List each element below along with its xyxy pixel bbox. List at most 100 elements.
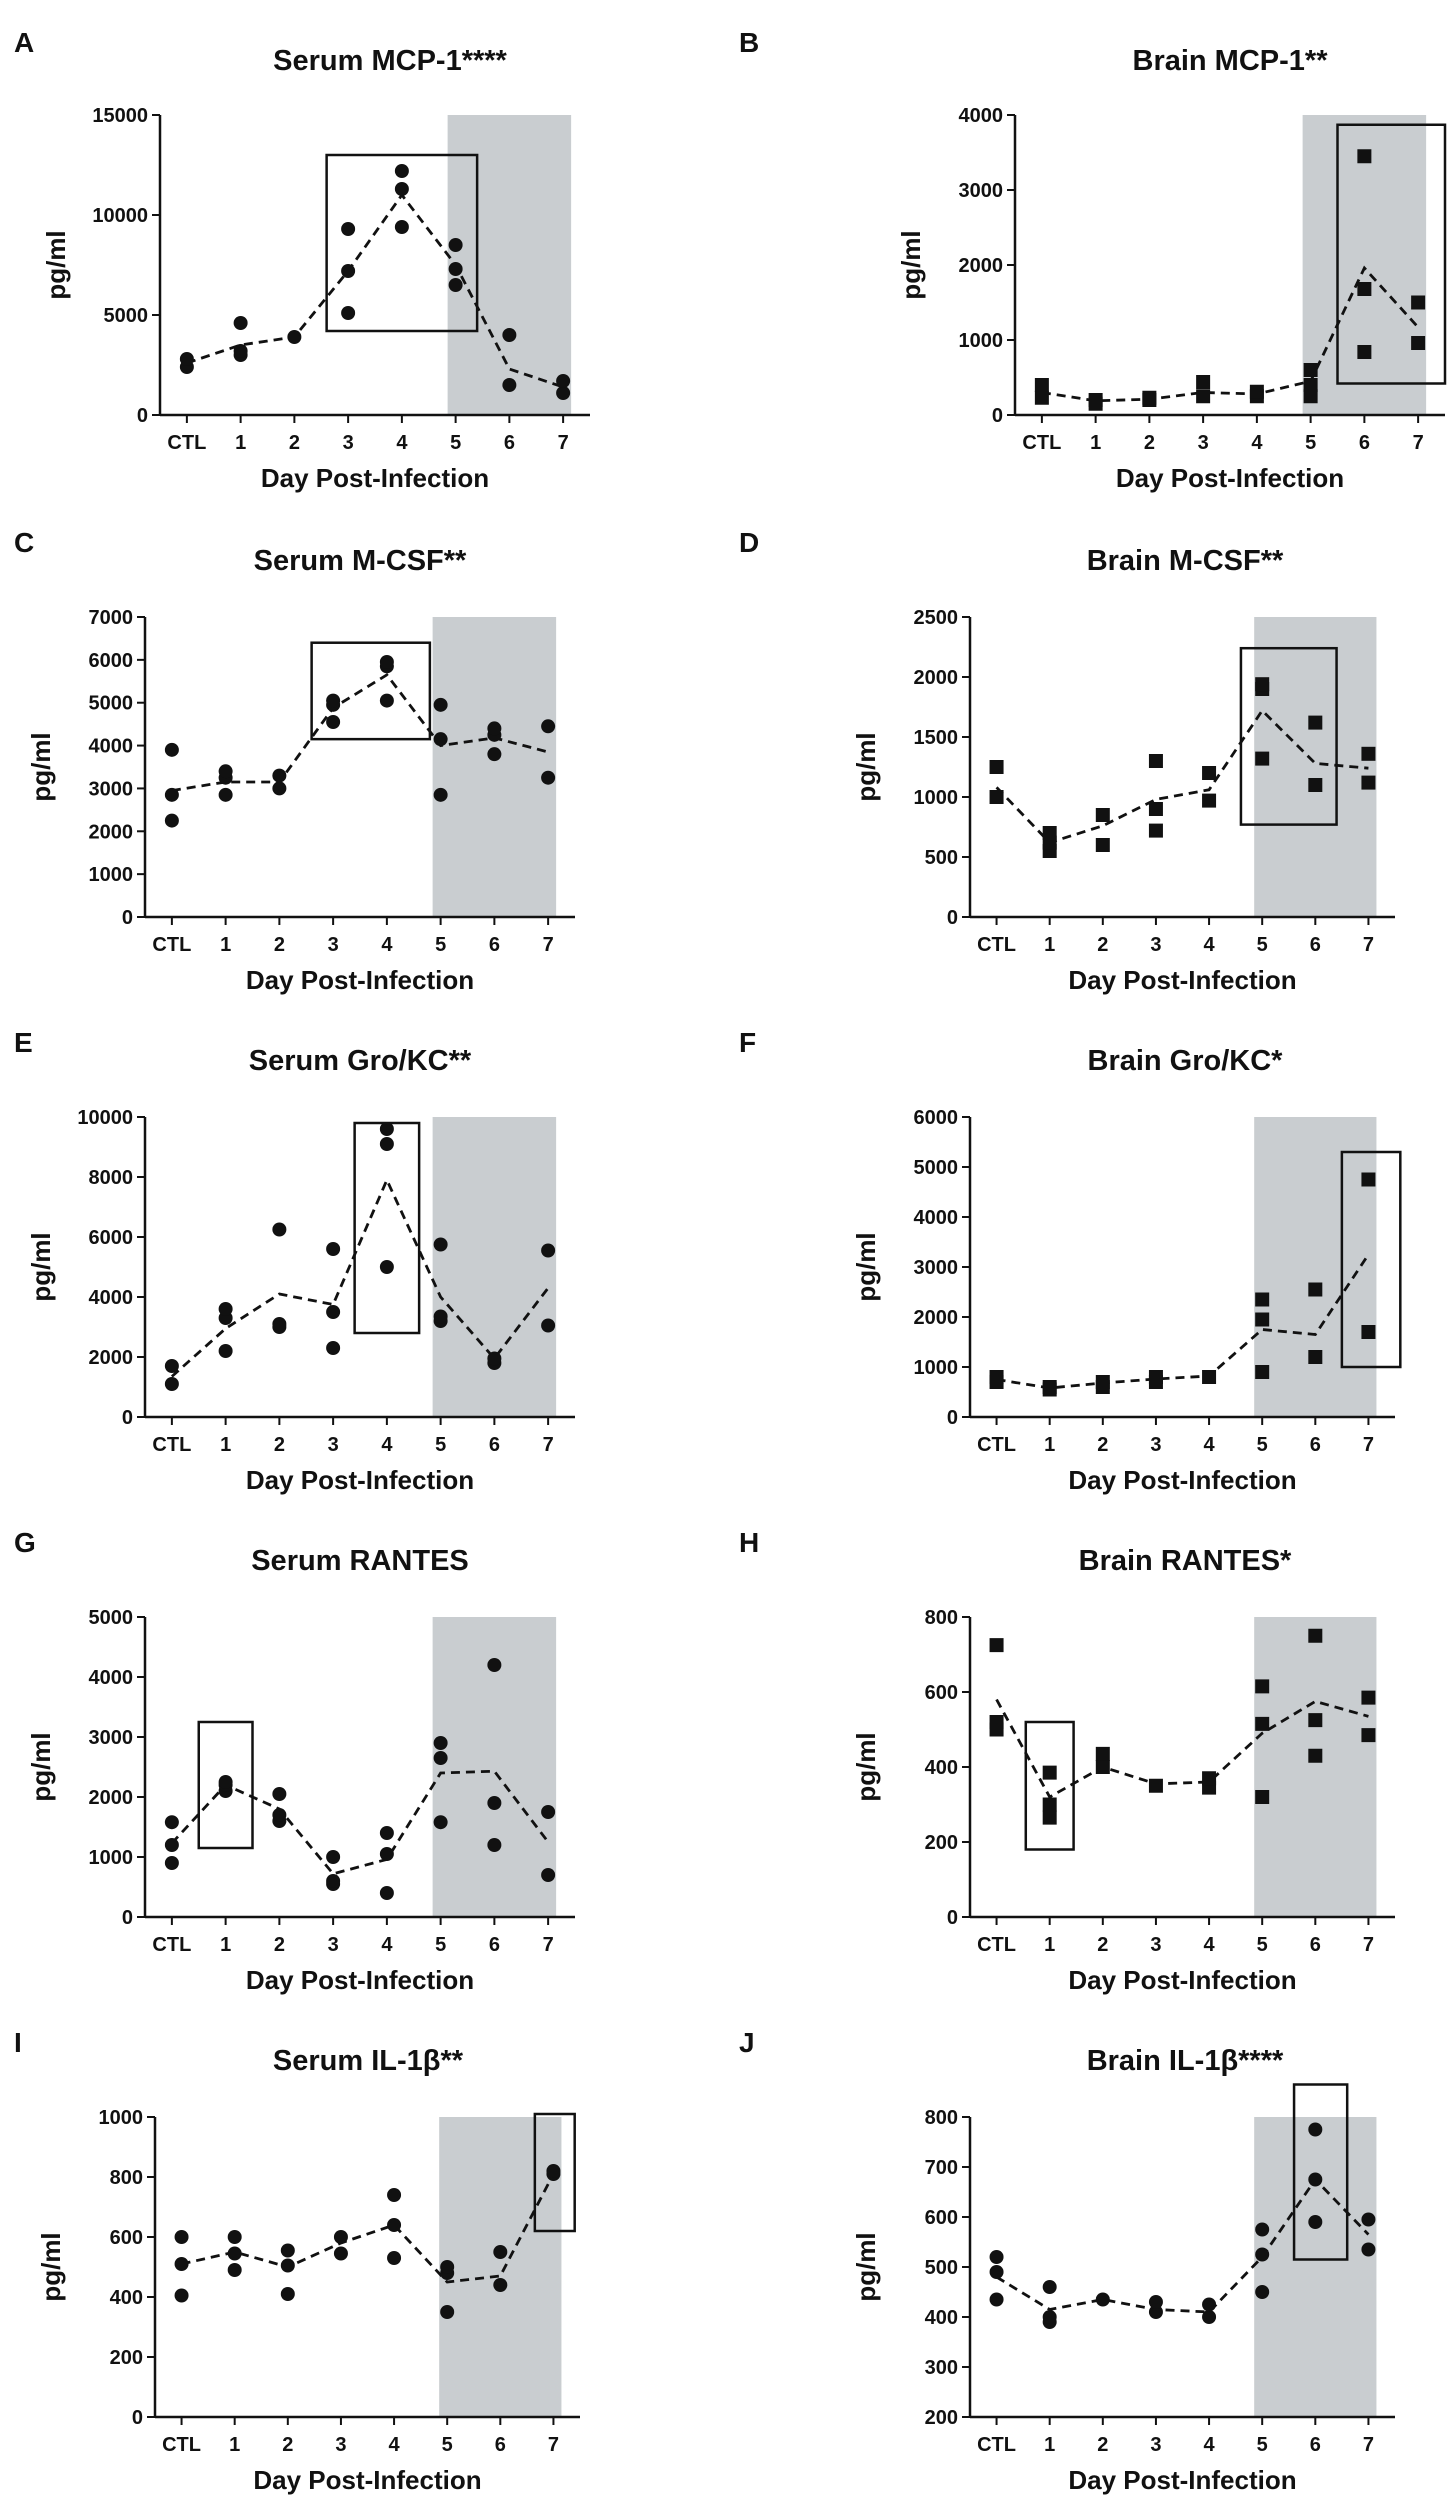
x-tick-label: 6 [1310,2434,1321,2456]
data-point [218,764,233,779]
infection-shade-region [1254,1617,1377,1917]
data-point [1361,1728,1376,1743]
data-point [233,344,248,358]
data-point [1202,2297,1217,2312]
data-point [1255,1790,1270,1804]
data-point [394,164,409,178]
x-tick-label: 7 [543,1934,554,1956]
x-tick-label: 6 [1359,432,1370,454]
y-tick-label: 2000 [914,1307,959,1329]
data-point [1361,2212,1376,2227]
x-tick-label: 3 [1150,934,1161,956]
data-point [1249,384,1264,399]
data-point [1042,2310,1057,2324]
x-tick-label: CTL [162,2434,201,2456]
data-point [1042,1810,1057,1825]
data-point [556,374,571,388]
data-point [1202,1370,1217,1384]
x-tick-label: 6 [1310,1934,1321,1956]
data-point [1042,2280,1057,2294]
panel-serum-mcsf: 0 1000 2000 3000 4000 5000 6000 7000 CTL 1 2 3 4 5 6 7 C… [14,527,575,995]
data-point [1255,2222,1270,2237]
y-tick-label: 600 [110,2227,143,2249]
x-tick-label: 3 [328,934,339,956]
data-point [502,328,517,342]
data-point [164,1359,179,1373]
data-point [1202,1771,1217,1786]
x-tick-label: 3 [1150,2434,1161,2456]
panel-letter: C [14,527,34,558]
panel-title: Brain RANTES* [1079,1545,1292,1577]
data-point [287,330,302,344]
y-tick-label: 400 [110,2287,143,2309]
x-axis-label: Day Post-Infection [246,1465,474,1495]
y-tick-label: 2500 [914,607,959,629]
data-point [272,1808,287,1822]
y-tick-label: 1000 [914,787,959,809]
data-point [989,1370,1004,1384]
data-point [1095,1375,1110,1389]
data-point [179,352,194,366]
x-tick-label: 4 [1204,934,1216,956]
x-tick-label: 6 [504,432,515,454]
data-point [541,1805,556,1819]
y-tick-label: 600 [925,1682,958,1704]
panel-letter: B [739,27,759,58]
x-tick-label: 2 [274,1934,285,1956]
data-point [326,1850,341,1864]
data-point [1202,766,1217,780]
panel-letter: D [739,527,759,558]
mean-line [995,2177,1370,2314]
data-point [272,768,287,783]
data-point [272,1222,287,1237]
data-point [1148,823,1163,838]
y-tick-label: 2000 [959,255,1004,277]
data-point [326,693,341,708]
x-tick-label: CTL [152,1434,191,1456]
y-tick-label: 6000 [914,1107,959,1129]
x-tick-label: 1 [220,1434,231,1456]
x-tick-label: 6 [495,2434,506,2456]
x-tick-label: 7 [1413,432,1424,454]
y-tick-label: 500 [925,847,958,869]
x-tick-label: 1 [220,934,231,956]
y-tick-label: 4000 [89,1287,134,1309]
data-point [164,1377,179,1391]
data-point [164,1815,179,1830]
data-point [387,2251,402,2265]
y-tick-label: 600 [925,2207,958,2229]
y-tick-label: 2000 [914,667,959,689]
x-axis-label: Day Post-Infection [1116,463,1344,493]
data-point [1042,1797,1057,1812]
y-tick-label: 0 [947,1907,958,1929]
x-tick-label: 7 [548,2434,559,2456]
y-tick-label: 0 [947,1407,958,1429]
data-point [1308,1713,1323,1728]
x-axis-label: Day Post-Infection [1068,965,1296,995]
y-tick-label: 2000 [89,1787,134,1809]
data-point [433,697,448,712]
data-point [272,1317,287,1331]
y-tick-label: 1000 [914,1357,959,1379]
infection-shade-region [432,617,557,917]
x-tick-label: 3 [1150,1934,1161,1956]
x-axis-label: Day Post-Infection [253,2465,481,2495]
x-tick-label: 1 [1044,934,1055,956]
x-tick-label: 1 [1090,432,1101,454]
data-point [1303,378,1318,392]
data-point [989,1715,1004,1729]
data-point [1034,390,1049,405]
infection-shade-region [432,1117,557,1417]
data-point [1095,838,1110,852]
y-tick-label: 200 [925,2407,958,2429]
data-point [1148,1370,1163,1384]
y-axis-label: pg/ml [896,230,926,299]
x-axis-label: Day Post-Infection [246,1965,474,1995]
mean-line [1041,265,1420,403]
y-tick-label: 300 [925,2357,958,2379]
data-point [379,655,394,669]
data-point [326,715,341,729]
data-point [1042,1380,1057,1394]
y-tick-label: 5000 [104,305,149,327]
